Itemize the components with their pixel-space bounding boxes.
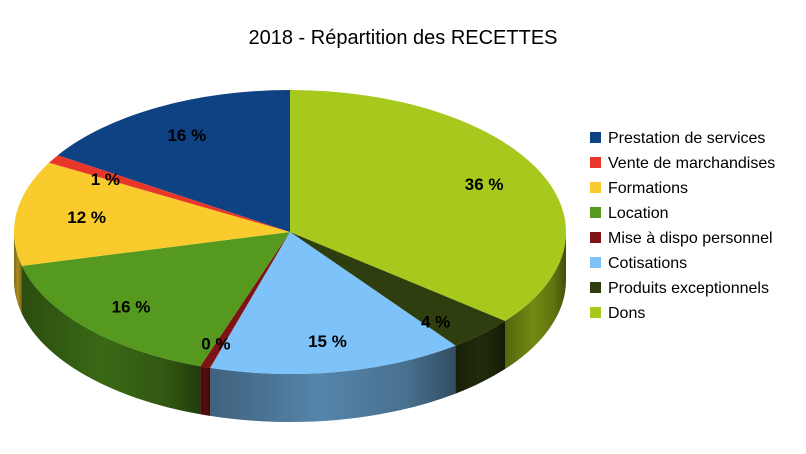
legend-swatch [590, 257, 601, 268]
legend-label: Location [608, 205, 669, 222]
pie-slice-prestation-de-services [57, 90, 290, 232]
slice-label: 36 % [465, 175, 504, 194]
pie-slice-mise-dispo-personnel [200, 232, 290, 368]
pie-slice-produits-exceptionnels [290, 232, 506, 346]
legend-swatch [590, 282, 601, 293]
legend-swatch [590, 182, 601, 193]
legend-swatch [590, 157, 601, 168]
legend-swatch [590, 307, 601, 318]
legend-swatch [590, 132, 601, 143]
legend-label: Prestation de services [608, 130, 765, 147]
slice-label: 16 % [112, 298, 151, 317]
pie-side-shade [455, 321, 506, 394]
pie-tops [14, 90, 566, 374]
slice-label: 16 % [167, 126, 206, 145]
pie-sides [14, 232, 566, 423]
chart-title: 2018 - Répartition des RECETTES [248, 27, 557, 49]
pie-slice-formations [14, 162, 291, 266]
legend-swatch [590, 207, 601, 218]
pie-side-shade [200, 366, 211, 416]
pie-side-shade [21, 265, 201, 415]
pie-slice-location [21, 232, 290, 367]
legend-label: Dons [608, 305, 645, 322]
slice-label: 12 % [67, 208, 106, 227]
legend-label: Vente de marchandises [608, 155, 775, 172]
pie-side-shade [505, 232, 566, 370]
pie-side-shade [14, 232, 22, 314]
pie-side-shade [210, 345, 456, 423]
legend-label: Mise à dispo personnel [608, 230, 773, 247]
legend-label: Produits exceptionnels [608, 280, 769, 297]
slice-label: 15 % [308, 332, 347, 351]
slice-label: 0 % [201, 334, 230, 353]
slice-label: 1 % [91, 170, 120, 189]
legend: Prestation de services Vente de marchandi… [590, 130, 775, 322]
pie-slice-cotisations [210, 232, 456, 374]
slice-label: 4 % [421, 313, 450, 332]
legend-swatch [590, 232, 601, 243]
legend-label: Formations [608, 180, 688, 197]
pie-slice-vente-de-marchandises [48, 155, 291, 232]
pie-labels: 36 % 4 % 15 % 0 % 16 % 12 % 1 % 16 % [67, 126, 503, 354]
pie-slice-dons [290, 90, 566, 322]
legend-label: Cotisations [608, 255, 687, 272]
